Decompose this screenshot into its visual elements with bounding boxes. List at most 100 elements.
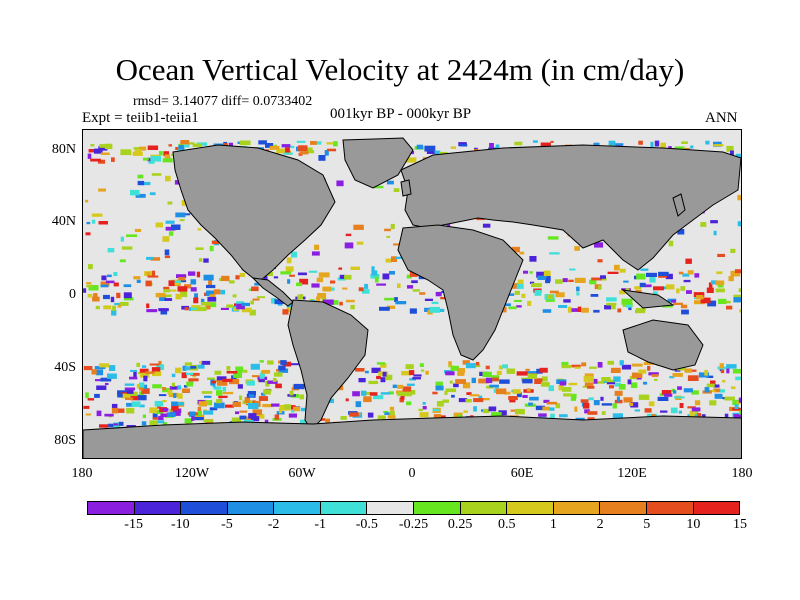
velocity-cell [180,140,190,145]
velocity-cell [510,283,519,289]
velocity-cell [107,423,115,428]
velocity-cell [198,401,207,407]
velocity-cell [179,291,188,298]
velocity-cell [169,408,174,412]
velocity-cell [186,372,194,375]
velocity-cell [314,244,320,250]
velocity-cell [737,194,741,201]
velocity-cell [111,157,115,162]
velocity-cell [514,290,520,295]
velocity-cell [411,280,418,284]
velocity-cell [413,374,422,377]
velocity-cell [422,406,427,410]
velocity-cell [515,408,525,415]
colorbar-label: -0.25 [398,517,429,532]
velocity-cell [720,389,726,393]
map-panel [82,129,742,459]
velocity-cell [669,376,675,379]
velocity-cell [610,367,621,373]
velocity-cell [448,361,452,367]
velocity-cell [714,393,723,399]
velocity-cell [225,404,234,408]
velocity-cell [163,151,170,157]
colorbar-box [274,502,321,514]
velocity-cell [513,299,522,302]
velocity-cell [666,284,675,290]
velocity-cell [731,386,736,390]
velocity-cell [619,360,624,366]
colorbar-box [507,502,554,514]
velocity-cell [110,296,115,303]
velocity-cell [184,284,192,289]
velocity-cell [587,411,598,415]
velocity-cell [93,293,98,299]
velocity-cell [536,368,543,374]
velocity-cell [152,413,158,420]
velocity-cell [495,144,500,150]
velocity-cell [730,150,734,155]
velocity-cell [184,366,193,371]
velocity-cell [588,397,594,401]
velocity-cell [457,370,465,376]
velocity-cell [274,414,279,420]
velocity-cell [700,222,707,227]
velocity-cell [465,399,472,403]
velocity-cell [139,404,145,408]
velocity-cell [496,388,507,395]
velocity-cell [380,392,391,395]
velocity-cell [626,303,633,308]
velocity-cell [384,228,391,232]
colorbar-label: 10 [686,517,701,532]
velocity-cell [114,302,124,306]
velocity-cell [132,151,143,156]
velocity-cell [682,273,690,277]
land-central-america [251,277,294,307]
velocity-cell [164,249,170,256]
velocity-cell [147,145,159,150]
velocity-cell [733,414,741,419]
velocity-cell [124,387,136,391]
velocity-cell [617,308,622,313]
velocity-cell [272,378,277,382]
velocity-cell [614,264,620,271]
velocity-cell [435,291,442,297]
velocity-cell [678,271,684,275]
velocity-cell [337,277,346,281]
velocity-cell [706,383,715,388]
velocity-cell [394,297,398,302]
velocity-cell [689,410,695,417]
velocity-cell [690,145,694,149]
velocity-cell [412,289,420,292]
velocity-cell [214,402,225,409]
velocity-cell [463,410,468,413]
velocity-cell [330,280,336,284]
velocity-cell [239,272,246,277]
velocity-cell [263,274,268,280]
velocity-cell [196,142,208,146]
velocity-cell [250,363,260,370]
velocity-cell [522,378,533,384]
velocity-cell [364,283,369,289]
velocity-cell [660,410,668,413]
velocity-cell [584,382,594,387]
velocity-cell [429,306,440,313]
velocity-cell [501,303,511,307]
velocity-cell [216,399,222,404]
velocity-cell [738,288,741,293]
velocity-cell [506,368,516,374]
velocity-cell [181,388,191,393]
velocity-cell [250,300,254,305]
velocity-cell [211,240,219,245]
velocity-cell [100,281,110,287]
velocity-cell [385,374,393,381]
velocity-cell [289,390,294,396]
velocity-cell [589,279,597,285]
period-label: 001kyr BP - 000kyr BP [330,106,472,122]
velocity-cell [322,299,334,305]
velocity-cell [95,369,104,376]
velocity-cell [593,400,600,406]
velocity-cell [339,301,343,306]
velocity-cell [141,421,147,426]
velocity-cell [355,368,365,372]
velocity-cell [569,268,576,271]
